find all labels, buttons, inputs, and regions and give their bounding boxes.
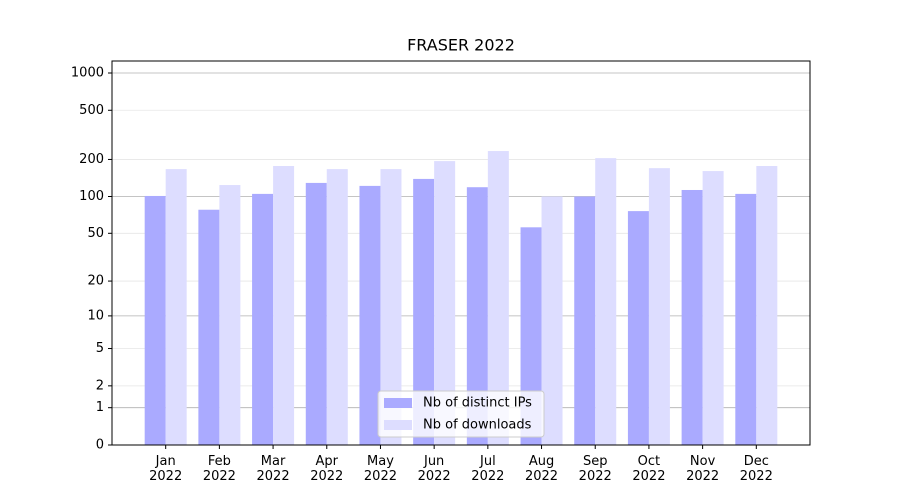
bar (487, 151, 509, 445)
x-tick-label: Apr 2022 (310, 454, 343, 484)
y-tick-label: 20 (87, 274, 104, 289)
legend: Nb of distinct IPs Nb of downloads (377, 390, 545, 438)
legend-swatch (384, 420, 412, 430)
x-tick-label: Sep 2022 (579, 454, 612, 484)
bar (326, 169, 348, 446)
x-tick-label: Nov 2022 (686, 454, 719, 484)
x-tick-label: Feb 2022 (203, 454, 236, 484)
x-tick-label: Dec 2022 (740, 454, 773, 484)
bar (466, 187, 488, 445)
plot-frame (111, 60, 811, 446)
legend-swatch (384, 398, 412, 408)
bar (541, 196, 563, 445)
bar (219, 185, 241, 445)
x-tick-label: May 2022 (364, 454, 397, 484)
legend-box (377, 390, 545, 438)
bar (273, 165, 295, 445)
y-tick-label: 2 (96, 378, 104, 393)
y-tick-label: 5 (96, 341, 104, 356)
bar (434, 161, 456, 445)
y-tick-label: 1000 (71, 66, 104, 81)
bar (595, 158, 617, 445)
bar (252, 193, 274, 445)
y-tick-label: 200 (79, 152, 104, 167)
x-tick-label: Jun 2022 (418, 454, 451, 484)
x-tick-label: Mar 2022 (257, 454, 290, 484)
y-tick-label: 0 (96, 438, 104, 453)
bar (144, 195, 166, 445)
x-tick-label: Jan 2022 (149, 454, 182, 484)
bar (702, 171, 724, 446)
x-tick-label: Oct 2022 (632, 454, 665, 484)
x-tick-label: Jul 2022 (471, 454, 504, 484)
bar (681, 189, 703, 445)
bar (413, 178, 435, 445)
legend-label: Nb of downloads (423, 418, 532, 433)
bar (648, 168, 670, 445)
bar (756, 165, 778, 445)
bar (735, 193, 757, 445)
bar (165, 169, 187, 446)
bar (627, 211, 649, 445)
legend-label: Nb of distinct IPs (423, 396, 532, 411)
bar (198, 209, 220, 445)
bar (305, 182, 327, 445)
x-tick-label: Aug 2022 (525, 454, 558, 484)
bar (359, 185, 381, 445)
y-tick-label: 500 (79, 103, 104, 118)
chart-title: FRASER 2022 (407, 36, 515, 55)
bar (380, 169, 402, 446)
y-tick-label: 10 (87, 308, 104, 323)
y-tick-label: 100 (79, 189, 104, 204)
y-tick-label: 1 (96, 400, 104, 415)
y-tick-label: 50 (87, 226, 104, 241)
bar (574, 196, 596, 445)
